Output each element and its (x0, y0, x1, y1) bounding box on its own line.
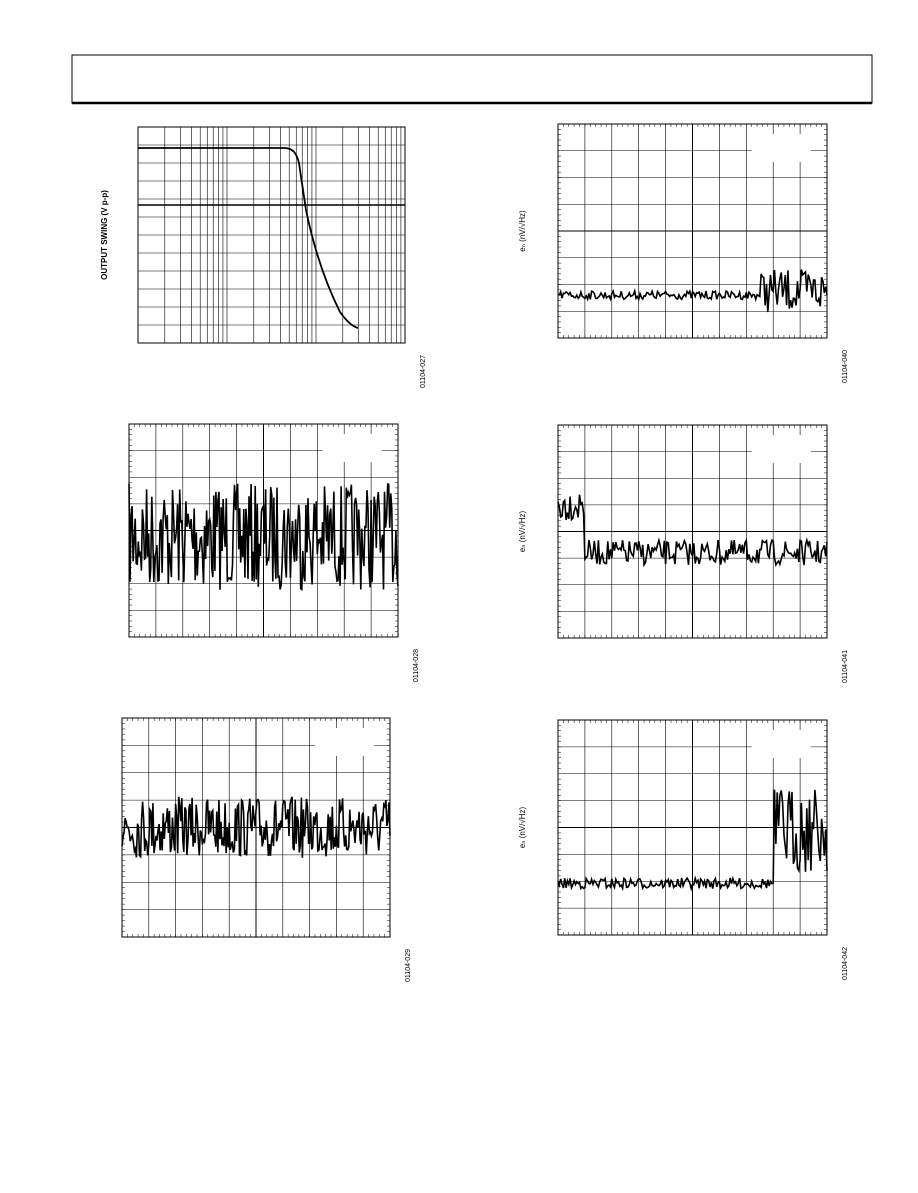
figure-code: 01104-041 (842, 650, 849, 683)
y-axis-label: OUTPUT SWING (V p-p) (100, 190, 109, 280)
figure: eₙ (nV/√Hz) 01104-041 (518, 424, 849, 683)
legend-area (314, 728, 374, 756)
plot-frame (121, 717, 391, 938)
figure-code: 01104-040 (842, 350, 849, 383)
legend-area (751, 730, 811, 758)
figure: OUTPUT SWING (V p-p) 01104-027 (100, 126, 427, 388)
legend-area (322, 434, 382, 462)
trace (121, 796, 391, 859)
figure-code: 01104-042 (842, 947, 849, 980)
legend-area (751, 134, 811, 162)
plot-frame (137, 126, 406, 344)
plot-frame (557, 719, 828, 936)
trace (557, 789, 828, 892)
y-axis-label: eₙ (nV/√Hz) (518, 510, 527, 552)
legend-area (751, 435, 811, 463)
figure-code: 01104-028 (413, 649, 420, 682)
figure: 01104-028 (128, 423, 420, 682)
figure: 01104-029 (121, 717, 412, 982)
figure: eₙ (nV/√Hz) 01104-042 (518, 719, 849, 980)
y-axis-label: eₙ (nV/√Hz) (518, 210, 527, 252)
trace (557, 494, 828, 568)
y-axis-label: eₙ (nV/√Hz) (518, 806, 527, 848)
header-box (71, 54, 873, 104)
figure: eₙ (nV/√Hz) 01104-040 (518, 123, 849, 383)
trace (557, 269, 828, 313)
plot-frame (557, 123, 828, 339)
curve (138, 147, 359, 329)
figure-code: 01104-029 (405, 949, 412, 982)
plot-frame (128, 423, 399, 638)
plot-frame (557, 424, 828, 639)
trace (128, 483, 399, 592)
figure-code: 01104-027 (420, 355, 427, 388)
